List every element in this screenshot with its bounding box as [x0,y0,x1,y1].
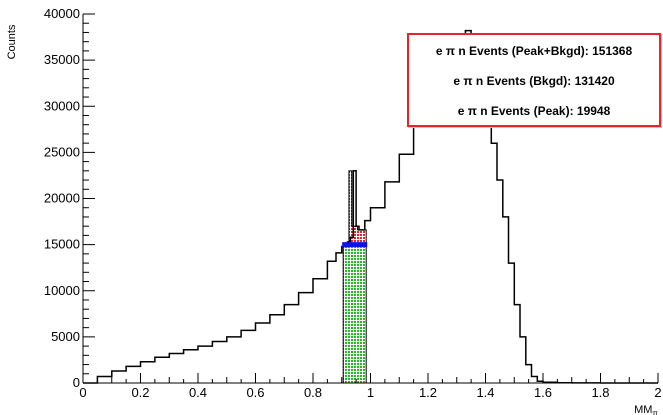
background-level-line [342,242,368,248]
y-tick-label: 0 [73,375,80,390]
y-tick-label: 5000 [51,329,80,344]
x-tick-label: 1.6 [534,385,552,400]
axes: 0 0.2 0.4 0.6 0.8 1 1.2 1.4 1.6 1.8 2 0 5000 10000 150… [44,6,662,400]
x-tick-label: 0.2 [131,385,149,400]
y-axis-title: Counts [6,24,18,59]
y-tick-label: 20000 [44,191,80,206]
x-tick-label: 2 [654,385,661,400]
fill-layer [342,170,367,384]
x-axis-title-subscript: π [652,409,658,415]
x-tick-label: 0.4 [189,385,207,400]
y-tick-label: 10000 [44,283,80,298]
histogram-line [83,29,658,384]
y-tick-label: 15000 [44,237,80,252]
x-tick-label: 1.4 [476,385,494,400]
background-fill [342,244,367,384]
legend-entry-peak-plus-bkgd: e π n Events (Peak+Bkgd): 151368 [435,44,633,58]
legend-entry-bkgd: e π n Events (Bkgd): 131420 [453,74,615,88]
y-tick-label: 25000 [44,144,80,159]
legend-entry-peak: e π n Events (Peak): 19948 [457,104,611,118]
legend-box: e π n Events (Peak+Bkgd): 151368 e π n E… [407,33,661,127]
peak-fill [348,170,367,246]
y-tick-label: 30000 [44,98,80,113]
x-tick-label: 1.8 [591,385,609,400]
x-tick-label: 0.8 [304,385,322,400]
y-tick-label: 35000 [44,52,80,67]
x-tick-label: 0 [79,385,86,400]
x-tick-label: 1 [367,385,374,400]
x-axis-title: MMπ [634,404,658,415]
x-tick-label: 1.2 [419,385,437,400]
y-tick-label: 40000 [44,6,80,21]
x-tick-label: 0.6 [246,385,264,400]
